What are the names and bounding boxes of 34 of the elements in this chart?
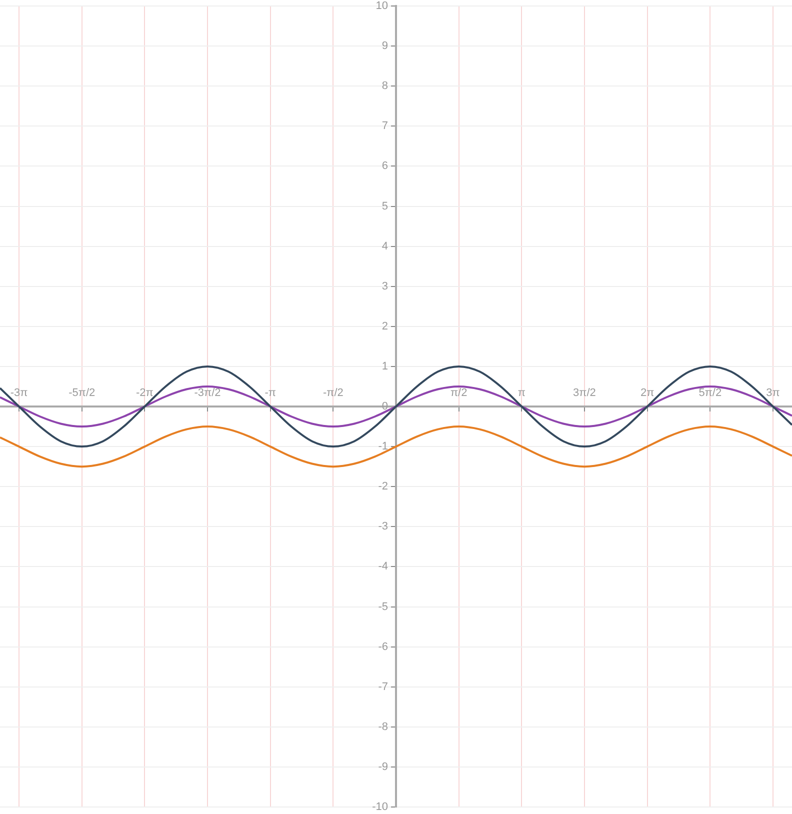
x-tick-label: 3π — [766, 387, 780, 400]
line-series — [0, 426, 792, 468]
x-tick-label: -3π — [10, 387, 28, 400]
y-tick-label: 10 — [376, 0, 388, 12]
x-tick-label: -2π — [136, 387, 154, 400]
x-tick-label: 2π — [640, 387, 655, 400]
y-tick-label: -5 — [378, 600, 388, 613]
x-tick-label: 5π/2 — [698, 387, 722, 400]
y-tick-label: 2 — [382, 320, 388, 332]
line-series — [0, 385, 792, 428]
x-tick-label: π — [518, 387, 526, 400]
x-tick-label: 3π/2 — [573, 387, 596, 400]
y-tick-label: -4 — [378, 560, 388, 573]
y-tick-label: -9 — [378, 760, 388, 773]
x-tick-label: -π/2 — [322, 387, 344, 400]
y-tick-label: 1 — [382, 360, 388, 372]
y-tick-label: -1 — [378, 440, 388, 453]
y-tick-label: -8 — [378, 720, 388, 733]
y-tick-label: -6 — [378, 640, 388, 653]
y-tick-label: 3 — [382, 280, 388, 292]
y-tick-label: -7 — [378, 680, 388, 693]
x-tick-label: -π — [264, 387, 276, 400]
y-tick-label: 6 — [382, 160, 388, 172]
y-tick-label: -2 — [378, 480, 388, 493]
x-tick-label: π/2 — [450, 387, 468, 400]
y-tick-label: 5 — [382, 200, 388, 212]
x-tick-label: -5π/2 — [68, 387, 96, 400]
y-tick-label: 7 — [382, 120, 388, 132]
y-tick-label: 4 — [382, 240, 388, 252]
y-tick-label: -10 — [372, 801, 388, 814]
y-tick-label: 8 — [382, 80, 388, 92]
x-tick-label: -3π/2 — [194, 387, 221, 400]
y-tick-label: -3 — [378, 520, 388, 533]
y-tick-label: 9 — [382, 40, 388, 52]
